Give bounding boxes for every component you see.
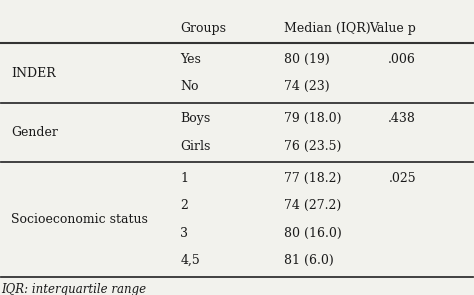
Text: 80 (19): 80 (19) [284,53,330,66]
Text: INDER: INDER [11,67,55,80]
Text: Value p: Value p [369,22,416,35]
Text: 74 (23): 74 (23) [284,80,330,94]
Text: 81 (6.0): 81 (6.0) [284,254,334,267]
Text: Groups: Groups [181,22,227,35]
Text: IQR: interquartile range: IQR: interquartile range [1,283,146,295]
Text: 77 (18.2): 77 (18.2) [284,171,341,184]
Text: 2: 2 [181,199,188,212]
Text: 1: 1 [181,171,189,184]
Text: .006: .006 [388,53,416,66]
Text: No: No [181,80,199,94]
Text: .025: .025 [388,171,416,184]
Text: 79 (18.0): 79 (18.0) [284,112,342,125]
Text: .438: .438 [388,112,416,125]
Text: Boys: Boys [181,112,211,125]
Text: 80 (16.0): 80 (16.0) [284,227,342,240]
Text: Yes: Yes [181,53,201,66]
Text: 3: 3 [181,227,189,240]
Text: Socioeconomic status: Socioeconomic status [11,213,148,226]
Text: Girls: Girls [181,140,211,153]
Text: 4,5: 4,5 [181,254,200,267]
Text: 76 (23.5): 76 (23.5) [284,140,341,153]
Text: 74 (27.2): 74 (27.2) [284,199,341,212]
Text: Gender: Gender [11,126,58,139]
Text: Median (IQR): Median (IQR) [284,22,371,35]
